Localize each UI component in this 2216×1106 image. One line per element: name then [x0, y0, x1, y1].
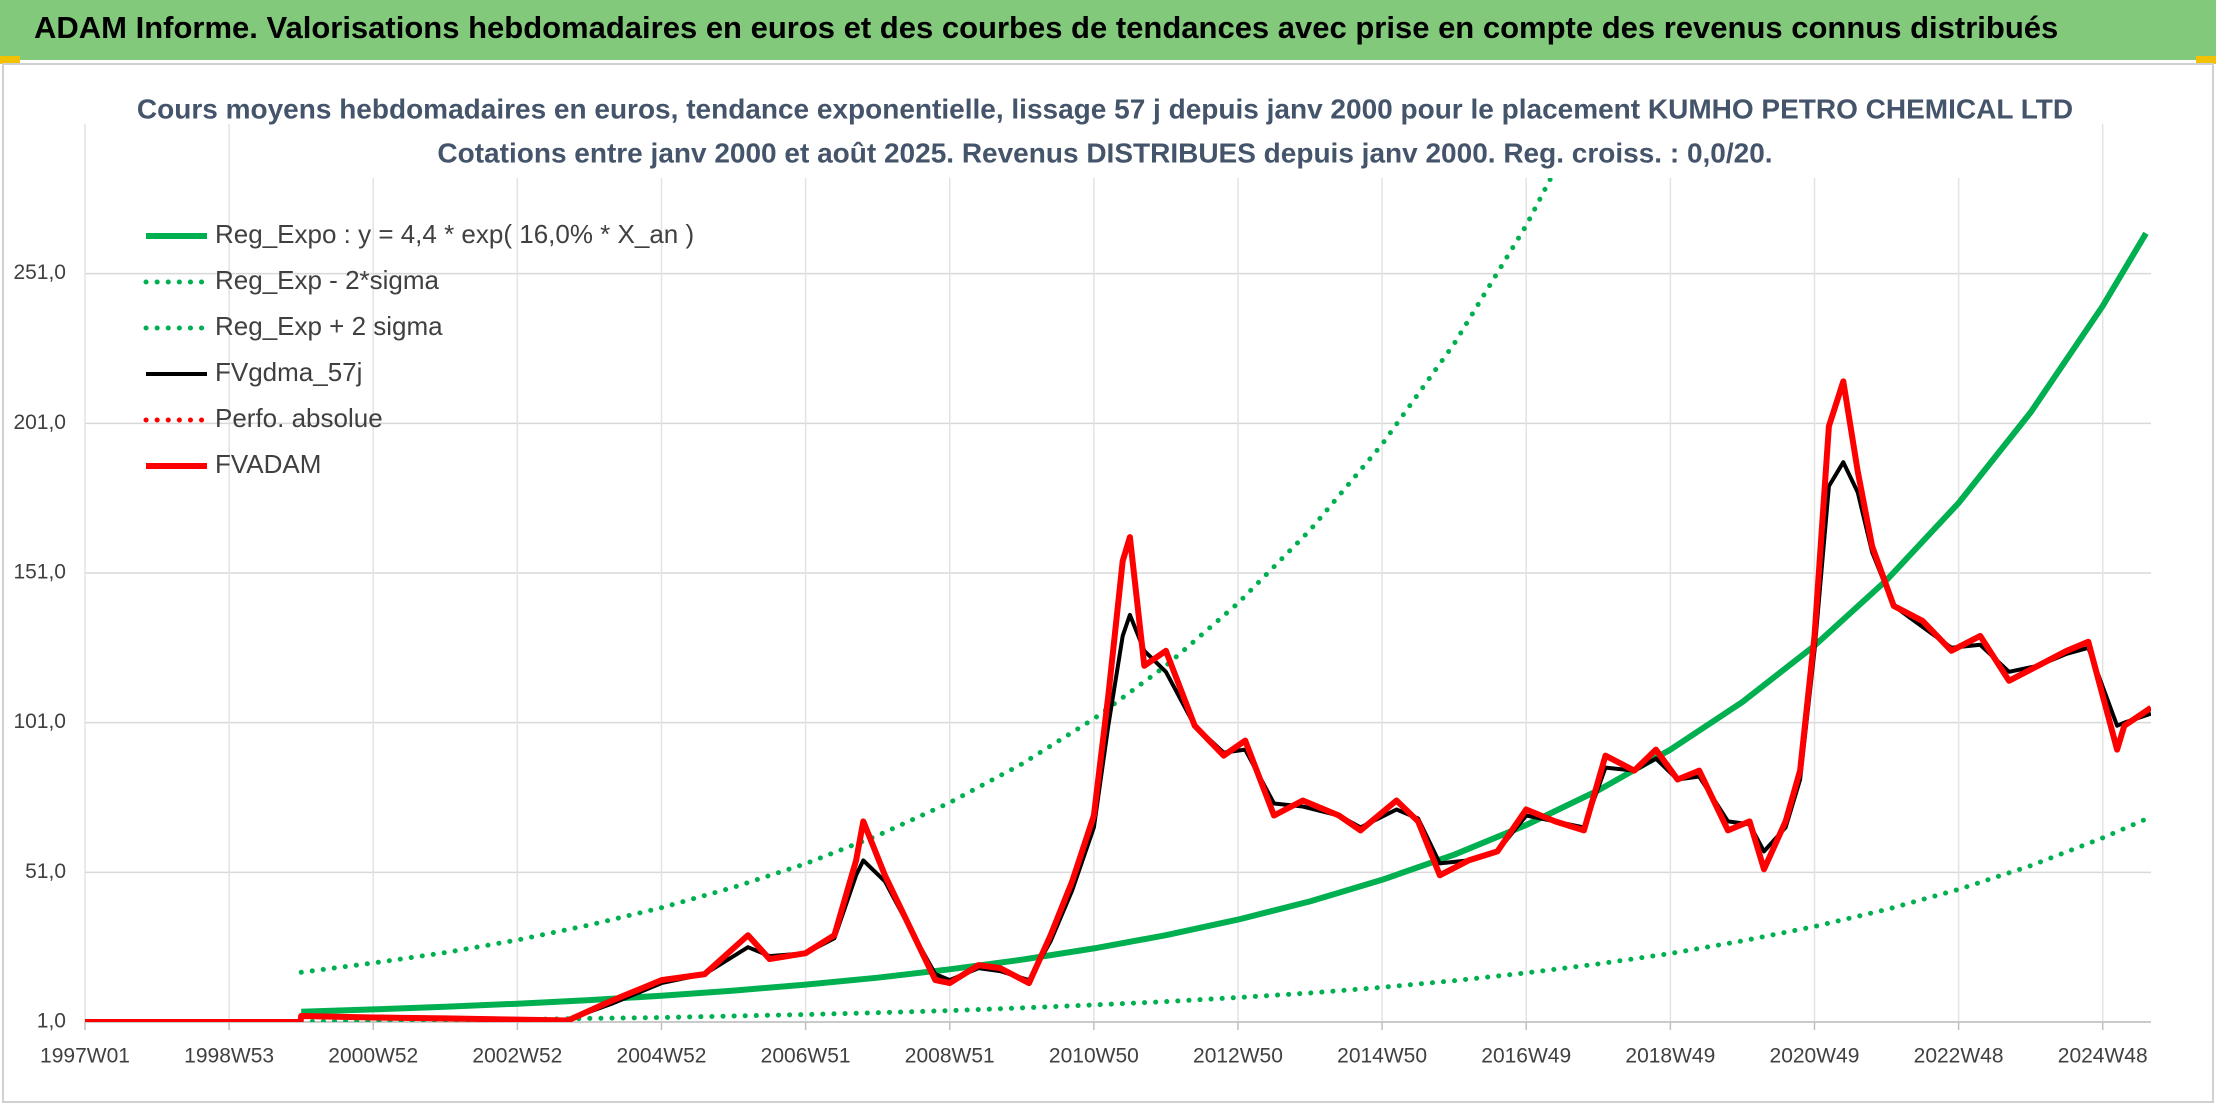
x-tick-label: 2006W51 [761, 1045, 851, 1068]
y-tick-label: 201,0 [13, 411, 66, 434]
x-tick-label: 1997W01 [40, 1045, 130, 1068]
series-line [85, 378, 2151, 1022]
corner [0, 56, 20, 64]
chart-title: Cours moyens hebdomadaires en euros, ten… [137, 93, 2073, 124]
legend-label: FVADAM [215, 449, 321, 479]
x-tick-label: 2010W50 [1049, 1045, 1139, 1068]
y-tick-label: 251,0 [13, 261, 66, 284]
x-tick-label: 2014W50 [1337, 1045, 1427, 1068]
x-tick-label: 2016W49 [1481, 1045, 1571, 1068]
x-tick-label: 2020W49 [1770, 1045, 1860, 1068]
chart-subtitle: Cotations entre janv 2000 et août 2025. … [437, 137, 1772, 168]
legend-label: Perfo. absolue [215, 403, 383, 433]
header-title: ADAM Informe. Valorisations hebdomadaire… [34, 10, 2058, 45]
chart-frame [2, 63, 2214, 1103]
legend-label: Reg_Expo : y = 4,4 * exp( 16,0% * X_an ) [215, 219, 694, 249]
y-tick-label: 101,0 [13, 710, 66, 733]
legend-label: Reg_Exp - 2*sigma [215, 265, 440, 295]
x-tick-label: 2000W52 [328, 1045, 418, 1068]
x-tick-label: 2002W52 [472, 1045, 562, 1068]
title-backdrop [240, 88, 1970, 178]
y-tick-label: 1,0 [37, 1010, 66, 1033]
series-line [298, 816, 2149, 1022]
corner [2196, 56, 2216, 64]
header-bar [0, 0, 2216, 60]
x-tick-label: 2024W48 [2058, 1045, 2148, 1068]
x-tick-label: 1998W53 [184, 1045, 274, 1068]
legend-label: FVgdma_57j [215, 357, 362, 387]
x-tick-label: 2018W49 [1625, 1045, 1715, 1068]
x-tick-label: 2004W52 [617, 1045, 707, 1068]
y-tick-label: 151,0 [13, 561, 66, 584]
legend-label: Reg_Exp + 2 sigma [215, 311, 443, 341]
x-tick-label: 2022W48 [1914, 1045, 2004, 1068]
x-tick-label: 2012W50 [1193, 1045, 1283, 1068]
x-tick-label: 2008W51 [905, 1045, 995, 1068]
y-tick-label: 51,0 [25, 860, 66, 883]
